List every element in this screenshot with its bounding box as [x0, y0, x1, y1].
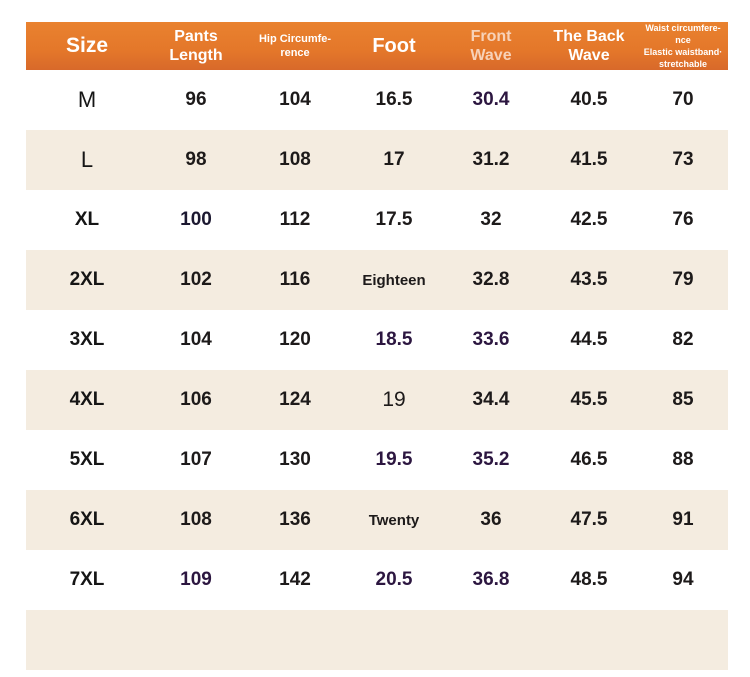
back-wave-cell: 40.5 — [570, 89, 608, 110]
hip-cell: 104 — [279, 89, 311, 110]
header-hip-circumference: Hip Circumfe- rence — [258, 33, 332, 59]
back-wave-cell: 47.5 — [570, 509, 608, 530]
hip-cell: 108 — [279, 149, 311, 170]
size-cell: 3XL — [69, 329, 105, 350]
table-row: 7XL 109 142 20.5 36.8 48.5 94 — [26, 550, 728, 610]
front-wave-cell: 36 — [480, 509, 502, 530]
size-cell: 2XL — [69, 269, 105, 290]
back-wave-cell: 41.5 — [570, 149, 608, 170]
foot-cell: 19 — [382, 388, 406, 411]
table-row: L 98 108 17 31.2 41.5 73 — [26, 130, 728, 190]
foot-cell: 17.5 — [375, 209, 413, 230]
header-back-wave: The Back Wave — [553, 28, 625, 64]
table-row: 6XL 108 136 Twenty 36 47.5 91 — [26, 490, 728, 550]
back-wave-cell: 43.5 — [570, 269, 608, 290]
front-wave-cell: 33.6 — [472, 329, 510, 350]
waist-cell: 85 — [672, 389, 694, 410]
hip-cell: 136 — [279, 509, 311, 530]
back-wave-cell: 42.5 — [570, 209, 608, 230]
table-row: XL 100 112 17.5 32 42.5 76 — [26, 190, 728, 250]
hip-cell: 142 — [279, 569, 311, 590]
foot-cell: 20.5 — [375, 569, 413, 590]
table-row: 4XL 106 124 19 34.4 45.5 85 — [26, 370, 728, 430]
foot-cell: 17 — [383, 149, 405, 170]
hip-cell: 124 — [279, 389, 311, 410]
hip-cell: 116 — [279, 269, 311, 290]
hip-cell: 120 — [279, 329, 311, 350]
hip-cell: 130 — [279, 449, 311, 470]
waist-cell: 94 — [672, 569, 694, 590]
foot-cell: 16.5 — [375, 89, 413, 110]
pants-length-cell: 109 — [180, 569, 212, 590]
waist-cell: 73 — [672, 149, 694, 170]
front-wave-cell: 35.2 — [472, 449, 510, 470]
back-wave-cell: 48.5 — [570, 569, 608, 590]
waist-cell: 76 — [672, 209, 694, 230]
table-row: M 96 104 16.5 30.4 40.5 70 — [26, 70, 728, 130]
pants-length-cell: 107 — [180, 449, 212, 470]
pants-length-cell: 104 — [180, 329, 212, 350]
table-row: 2XL 102 116 Eighteen 32.8 43.5 79 — [26, 250, 728, 310]
pants-length-cell: 102 — [180, 269, 212, 290]
foot-cell: Eighteen — [362, 271, 426, 289]
foot-cell: 19.5 — [375, 449, 413, 470]
foot-cell: 18.5 — [375, 329, 413, 350]
front-wave-cell: 32.8 — [472, 269, 510, 290]
front-wave-cell: 32 — [480, 209, 502, 230]
size-cell: M — [77, 87, 97, 112]
waist-cell: 88 — [672, 449, 694, 470]
pants-length-cell: 98 — [185, 149, 207, 170]
front-wave-cell: 34.4 — [472, 389, 510, 410]
front-wave-cell: 30.4 — [472, 89, 510, 110]
pants-length-cell: 108 — [180, 509, 212, 530]
header-size: Size — [65, 34, 109, 57]
header-waist-circumference: Waist circumfere- nce Elastic waistband·… — [643, 23, 723, 69]
pants-length-cell: 96 — [185, 89, 207, 110]
front-wave-cell: 31.2 — [472, 149, 510, 170]
size-cell: 6XL — [69, 509, 105, 530]
size-cell: 5XL — [69, 449, 105, 470]
waist-cell: 91 — [672, 509, 694, 530]
foot-cell: Twenty — [368, 511, 420, 529]
table-row: 5XL 107 130 19.5 35.2 46.5 88 — [26, 430, 728, 490]
header-row: Size Pants Length Hip Circumfe- rence Fo… — [26, 22, 728, 70]
hip-cell: 112 — [279, 209, 311, 230]
header-foot: Foot — [372, 34, 416, 57]
size-chart-table: Size Pants Length Hip Circumfe- rence Fo… — [26, 22, 728, 670]
size-cell: 4XL — [69, 389, 105, 410]
size-cell: L — [80, 147, 94, 172]
header-pants-length: Pants Length — [169, 28, 223, 64]
waist-cell: 70 — [672, 89, 694, 110]
size-cell: XL — [74, 209, 100, 230]
pants-length-cell: 100 — [180, 209, 212, 230]
header-front-wave: Front Wave — [470, 28, 512, 64]
table-row: 3XL 104 120 18.5 33.6 44.5 82 — [26, 310, 728, 370]
back-wave-cell: 45.5 — [570, 389, 608, 410]
waist-cell: 82 — [672, 329, 694, 350]
size-cell: 7XL — [69, 569, 105, 590]
back-wave-cell: 46.5 — [570, 449, 608, 470]
waist-cell: 79 — [672, 269, 694, 290]
back-wave-cell: 44.5 — [570, 329, 608, 350]
front-wave-cell: 36.8 — [472, 569, 510, 590]
pants-length-cell: 106 — [180, 389, 212, 410]
empty-row — [26, 610, 728, 670]
